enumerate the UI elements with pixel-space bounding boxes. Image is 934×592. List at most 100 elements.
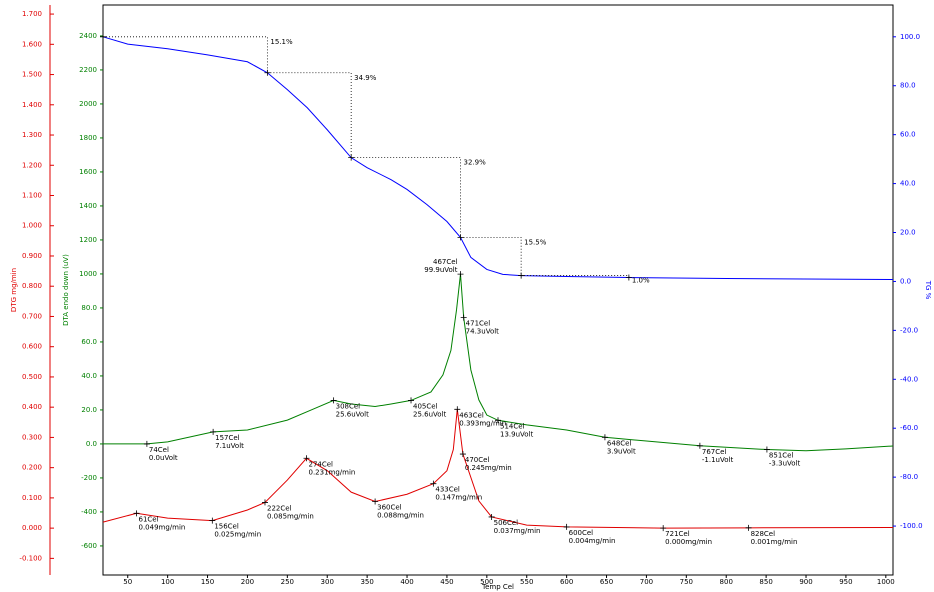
marker <box>459 451 466 458</box>
marker-label: 222Cel <box>267 504 292 512</box>
marker-label: 0.231mg/min <box>308 468 355 476</box>
dtg-tick-label: 0.400 <box>22 403 42 411</box>
dta-tick-label: -200 <box>81 474 97 482</box>
marker <box>660 525 667 532</box>
dtg-tick-label: 1.200 <box>22 161 42 169</box>
marker-label: 767Cel <box>702 448 727 456</box>
dta-tick-label: 2400 <box>79 32 97 40</box>
x-tick-label: 750 <box>680 578 693 586</box>
marker-label: 851Cel <box>769 452 794 460</box>
marker-label: 74Cel <box>149 446 169 454</box>
marker-label: 0.049mg/min <box>139 523 186 531</box>
tg-axis-title: TG % <box>924 280 932 300</box>
dtg-tick-label: 0.200 <box>22 464 42 472</box>
marker-label: 0.025mg/min <box>214 531 261 539</box>
x-tick-label: 250 <box>281 578 294 586</box>
tg-tick-label: 20.0 <box>900 229 916 237</box>
marker-label: 99.9uVolt <box>424 266 457 274</box>
dta-tick-label: 1600 <box>79 168 97 176</box>
marker-label: 156Cel <box>214 523 239 531</box>
marker <box>210 428 217 435</box>
marker-label: 0.088mg/min <box>377 512 424 520</box>
marker <box>408 397 415 404</box>
dta-tick-label: 1400 <box>79 202 97 210</box>
marker-label: 13.9uVolt <box>500 430 533 438</box>
dtg-tick-label: 1.700 <box>22 10 42 18</box>
marker-label: 0.037mg/min <box>494 527 541 535</box>
x-tick-label: 450 <box>440 578 453 586</box>
x-tick-label: 350 <box>360 578 373 586</box>
marker <box>143 440 150 447</box>
x-tick-label: 500 <box>480 578 493 586</box>
x-tick-label: 700 <box>640 578 653 586</box>
marker-label: 828Cel <box>751 530 776 538</box>
dtg-tick-label: 0.900 <box>22 252 42 260</box>
step-label: 32.9% <box>463 159 486 167</box>
dtg-tick-label: 0.700 <box>22 312 42 320</box>
marker-label: 3.9uVolt <box>607 447 636 455</box>
marker <box>488 513 495 520</box>
step-label: 15.5% <box>524 238 547 246</box>
marker-label: 467Cel <box>433 258 458 266</box>
marker-label: 463Cel <box>459 411 484 419</box>
marker-label: 0.393mg/min <box>459 419 506 427</box>
marker-label: 433Cel <box>435 486 460 494</box>
plot-frame <box>102 4 894 576</box>
marker <box>601 434 608 441</box>
dta-tick-label: -600 <box>81 542 97 550</box>
dta-tick-label: 80.0 <box>81 304 97 312</box>
tg-tick-label: -20.0 <box>900 326 918 334</box>
dta-tick-label: 2200 <box>79 66 97 74</box>
x-tick-label: 150 <box>201 578 214 586</box>
x-tick-label: 100 <box>161 578 174 586</box>
marker-label: 405Cel <box>413 402 438 410</box>
dta-tick-label: 1200 <box>79 236 97 244</box>
dtg-tick-label: 1.600 <box>22 40 42 48</box>
x-tick-label: 50 <box>123 578 132 586</box>
marker-label: 61Cel <box>139 515 159 523</box>
marker-label: 470Cel <box>465 456 490 464</box>
marker <box>696 442 703 449</box>
step-label: 1.0% <box>632 277 650 285</box>
x-tick-label: 650 <box>600 578 613 586</box>
marker-label: 721Cel <box>665 530 690 538</box>
dtg-tick-label: 0.600 <box>22 343 42 351</box>
tg-tick-label: 80.0 <box>900 82 916 90</box>
step-line <box>351 157 461 238</box>
x-tick-label: 550 <box>520 578 533 586</box>
tg-tick-label: -60.0 <box>900 424 918 432</box>
x-axis-title: Temp Cel <box>481 583 514 591</box>
marker-label: 0.245mg/min <box>465 464 512 472</box>
tg-tick-label: 100.0 <box>900 33 920 41</box>
dtg-tick-label: 1.300 <box>22 131 42 139</box>
marker-label: 360Cel <box>377 504 402 512</box>
tg-tick-label: 60.0 <box>900 131 916 139</box>
marker <box>518 272 525 279</box>
dta-tick-label: 1000 <box>79 270 97 278</box>
marker-label: 0.004mg/min <box>569 537 616 545</box>
dtg-tick-label: 1.000 <box>22 222 42 230</box>
marker-label: 600Cel <box>569 529 594 537</box>
marker <box>625 274 632 281</box>
marker <box>133 510 140 517</box>
marker-label: 308Cel <box>336 402 361 410</box>
dta-axis-title: DTA endo down (uV) <box>62 254 70 326</box>
marker-label: -3.3uVolt <box>769 460 801 468</box>
marker <box>457 271 464 278</box>
dta-tick-label: 60.0 <box>81 338 97 346</box>
curve <box>103 274 894 452</box>
x-tick-label: 950 <box>839 578 852 586</box>
marker-label: 0.001mg/min <box>751 538 798 546</box>
marker-label: 0.085mg/min <box>267 512 314 520</box>
marker-label: 0.0uVolt <box>149 454 178 462</box>
dtg-tick-label: 0.800 <box>22 282 42 290</box>
marker <box>372 498 379 505</box>
tg-tick-label: 40.0 <box>900 180 916 188</box>
dta-tick-label: 0.0 <box>86 440 97 448</box>
dtg-tick-label: 0.100 <box>22 494 42 502</box>
dta-tick-label: 20.0 <box>81 406 97 414</box>
dta-tick-label: 2000 <box>79 100 97 108</box>
dtg-tick-label: -0.100 <box>19 554 42 562</box>
marker-label: 74.3uVolt <box>466 328 499 336</box>
